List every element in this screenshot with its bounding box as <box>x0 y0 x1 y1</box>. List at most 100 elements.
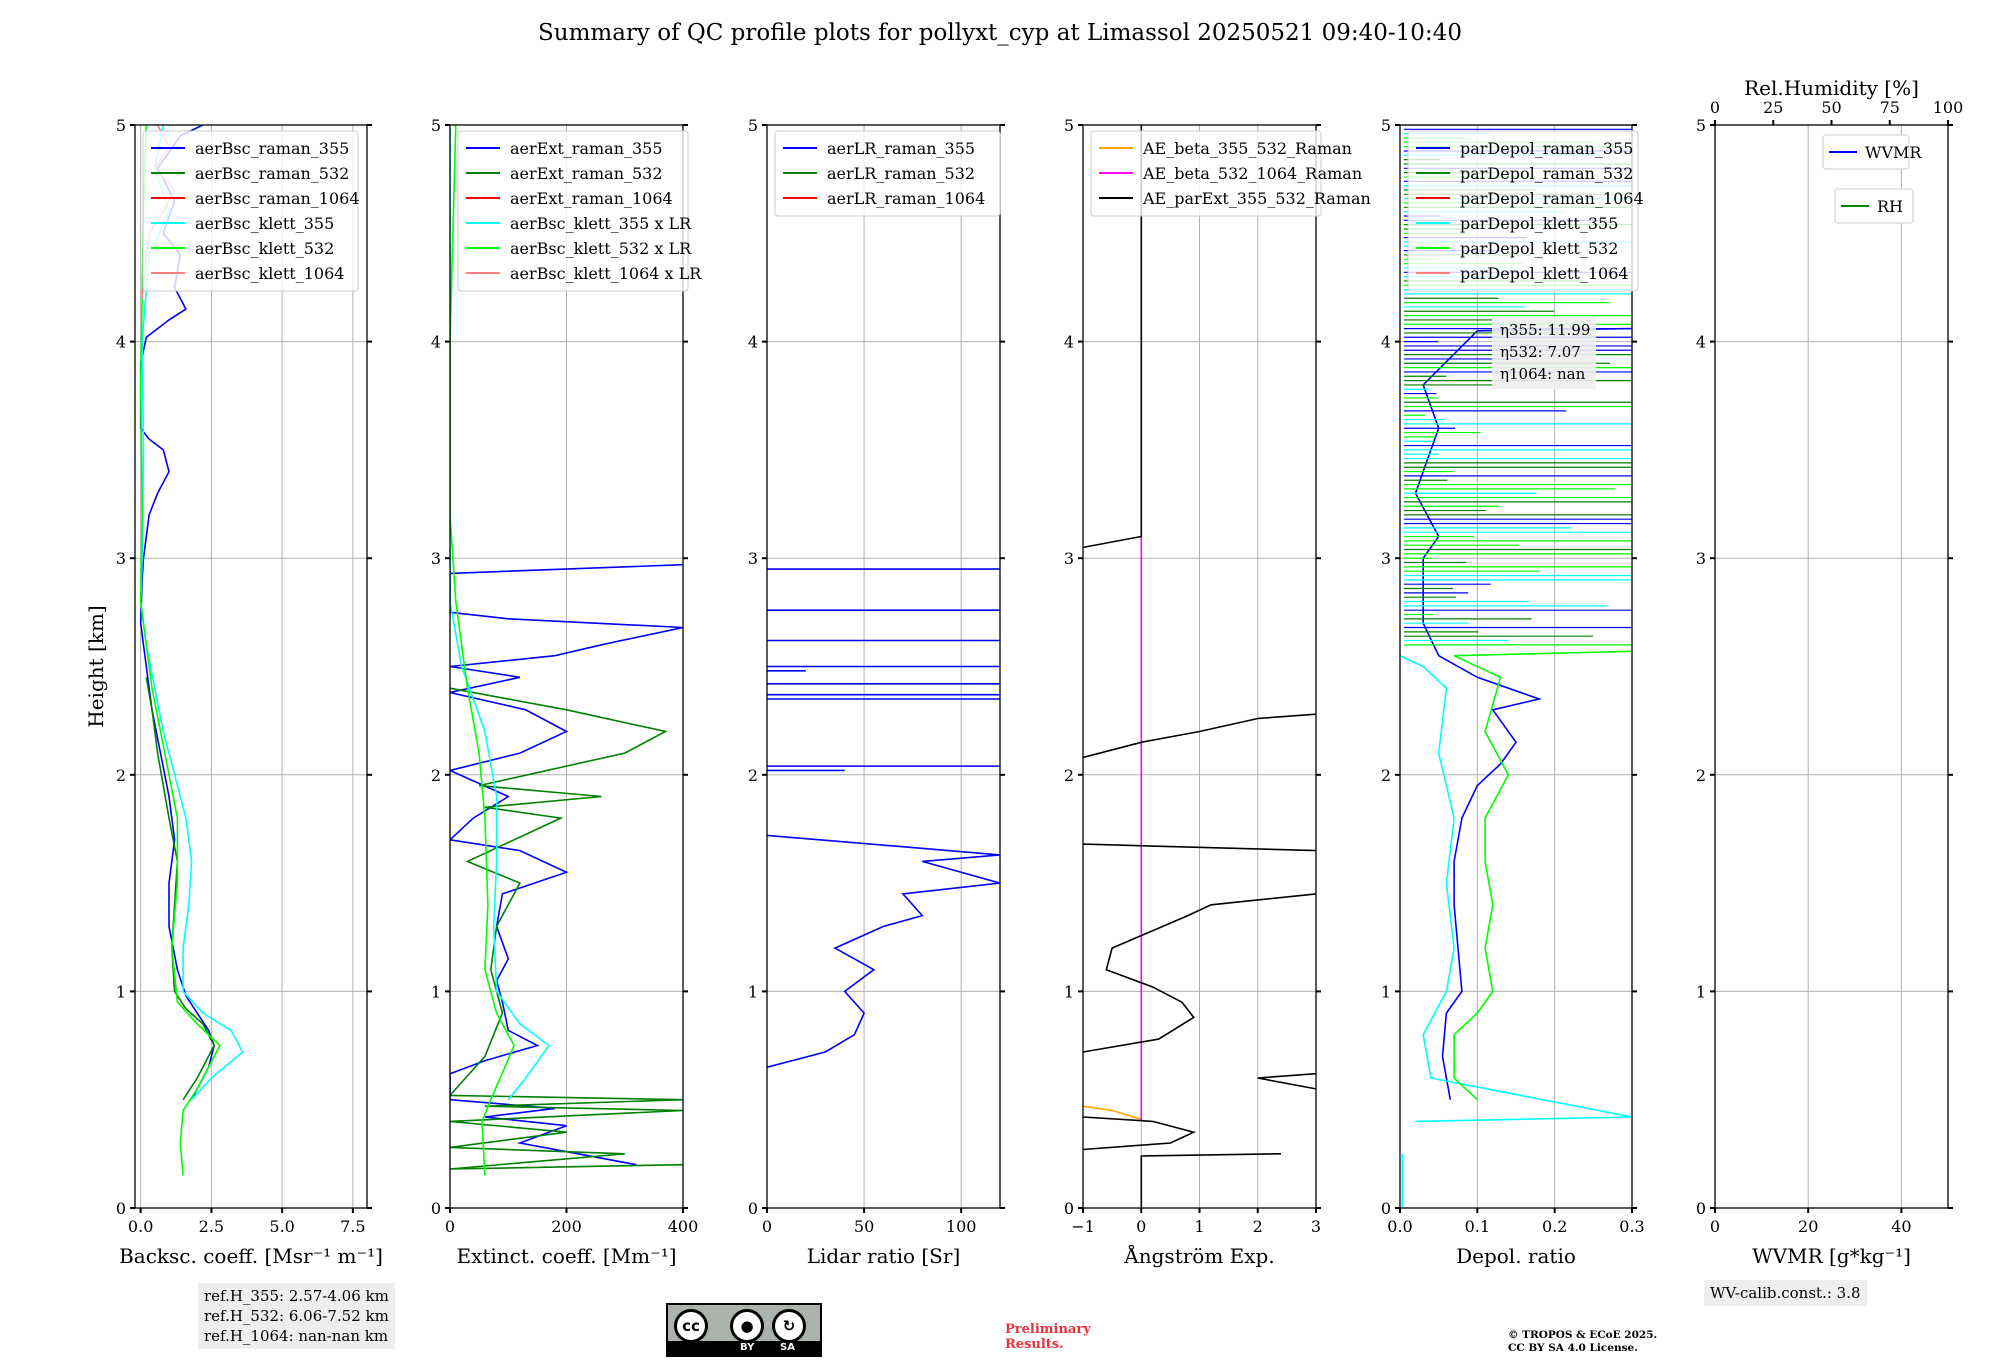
legend-label: parDepol_klett_532 <box>1460 239 1618 258</box>
series-group <box>767 568 1000 1068</box>
cc-icon: cc <box>674 1309 708 1343</box>
y-tick-label: 1 <box>1064 982 1074 1001</box>
legend-label: aerLR_raman_1064 <box>827 189 985 208</box>
legend-label: aerBsc_raman_532 <box>195 164 349 183</box>
x2-tick-label: 100 <box>1933 98 1964 117</box>
x-tick-label: 0 <box>1710 1217 1720 1236</box>
x2-axis-label: Rel.Humidity [%] <box>1744 76 1919 100</box>
legend-label: parDepol_raman_1064 <box>1460 189 1644 208</box>
cc-license-badge[interactable]: cc ● ↻ BY SA <box>666 1303 822 1357</box>
legend-label: parDepol_raman_532 <box>1460 164 1633 183</box>
x-tick-label: 0.3 <box>1619 1217 1644 1236</box>
series-line-AE_parExt_355_532_Raman <box>1083 125 1143 549</box>
x-tick-label: 100 <box>946 1217 977 1236</box>
series-line-AE_parExt_355_532_Raman <box>1083 713 1316 759</box>
legend-label: aerBsc_klett_532 x LR <box>510 239 692 258</box>
x2-tick-label: 50 <box>1821 98 1841 117</box>
x-tick-label: 50 <box>854 1217 874 1236</box>
x-tick-label: 2.5 <box>199 1217 224 1236</box>
x-tick-label: 400 <box>668 1217 699 1236</box>
axes-frame <box>1714 124 1949 1209</box>
y-tick-label: 2 <box>116 766 126 785</box>
legend-box <box>1407 130 1639 292</box>
legend-label: parDepol_klett_1064 <box>1460 264 1629 283</box>
x2-tick-label: 0 <box>1710 98 1720 117</box>
y-tick-label: 3 <box>431 549 441 568</box>
x-tick-label: 20 <box>1798 1217 1818 1236</box>
y-tick-label: 4 <box>1064 333 1074 352</box>
x-tick-label: 3 <box>1311 1217 1321 1236</box>
y-tick-label: 2 <box>1064 766 1074 785</box>
page-title: Summary of QC profile plots for pollyxt_… <box>538 20 1462 46</box>
y-tick-label: 0 <box>1696 1199 1706 1218</box>
y-tick-label: 5 <box>1064 116 1074 135</box>
series-line-aerExt_raman_355 <box>450 563 683 1166</box>
x-tick-label: −1 <box>1071 1217 1095 1236</box>
legend-label: aerBsc_klett_355 x LR <box>510 214 692 233</box>
x-axis-label: WVMR [g*kg⁻¹] <box>1752 1244 1911 1268</box>
copyright-line-2: CC BY SA 4.0 License. <box>1508 1342 1638 1354</box>
preliminary-line-1: Preliminary <box>1005 1322 1091 1337</box>
x-tick-label: 0 <box>1136 1217 1146 1236</box>
x-tick-label: 0.2 <box>1542 1217 1567 1236</box>
x-axis-label: Ångström Exp. <box>1123 1243 1274 1268</box>
plot-panel-depol: 0 1 2 3 4 5 0.0 0.1 0.2 0.3 Depol. ratio parDepol_r… <box>1381 116 1645 1268</box>
series-line-AE_parExt_355_532_Raman <box>1083 843 1316 852</box>
legend-label: aerBsc_raman_355 <box>195 139 349 158</box>
y-tick-label: 5 <box>748 116 758 135</box>
eta-annotation: η355: 11.99 <box>1500 321 1590 339</box>
y-tick-label: 3 <box>1381 549 1391 568</box>
y-tick-label: 2 <box>748 766 758 785</box>
y-tick-label: 3 <box>1064 549 1074 568</box>
x-tick-label: 2 <box>1253 1217 1263 1236</box>
legend-box <box>142 130 359 292</box>
series-line-parDepol_klett_355 <box>1400 654 1632 1123</box>
y-tick-label: 4 <box>748 333 758 352</box>
y-tick-label: 1 <box>748 982 758 1001</box>
legend-label: parDepol_raman_355 <box>1460 139 1633 158</box>
y-tick-label: 2 <box>1381 766 1391 785</box>
ref-height-1064: ref.H_1064: nan-nan km <box>204 1327 389 1345</box>
eta-annotation: η1064: nan <box>1500 365 1586 383</box>
attribution-person-icon: ● <box>730 1309 764 1343</box>
y-tick-label: 5 <box>116 116 126 135</box>
series-line-aerBsc_klett_355 x LR <box>450 125 551 1101</box>
legend-label: aerLR_raman_355 <box>827 139 975 158</box>
legend-label: AE_beta_532_1064_Raman <box>1142 164 1362 183</box>
preliminary-results-note: Preliminary Results. <box>1005 1322 1125 1352</box>
y-tick-label: 1 <box>116 982 126 1001</box>
series-line-parDepol_raman_355 <box>1414 327 1632 1100</box>
y-tick-label: 2 <box>431 766 441 785</box>
y-tick-label: 5 <box>1381 116 1391 135</box>
legend-box <box>774 130 1001 217</box>
x-tick-label: 0.0 <box>1387 1217 1412 1236</box>
x-tick-label: 1 <box>1194 1217 1204 1236</box>
x2-tick-label: 25 <box>1763 98 1783 117</box>
series-line-parDepol_klett_532 <box>1453 650 1632 1101</box>
legend-label: aerExt_raman_532 <box>510 164 663 183</box>
x-tick-label: 0 <box>445 1217 455 1236</box>
series-line-AE_beta_355_532_Raman <box>1083 1105 1142 1120</box>
y-tick-label: 1 <box>1381 982 1391 1001</box>
eta-annotation-box <box>1492 317 1596 389</box>
legend-label: aerExt_raman_355 <box>510 139 663 158</box>
series-line-aerBsc_klett_355 <box>139 125 244 1101</box>
share-alike-icon: ↻ <box>772 1309 806 1343</box>
series-group <box>1083 125 1316 1208</box>
preliminary-line-2: Results. <box>1005 1337 1064 1352</box>
axes-frame <box>766 124 1001 1209</box>
plot-panel-extinction: 0 1 2 3 4 5 0 200 400 Extinct. coeff. [Mm⁻¹] aerEx… <box>431 116 702 1268</box>
y-tick-label: 1 <box>431 982 441 1001</box>
axes-frame <box>1399 124 1633 1209</box>
reference-height-box: ref.H_355: 2.57-4.06 km ref.H_532: 6.06-… <box>198 1283 395 1349</box>
series-line-aerLR_raman_355 <box>767 834 1000 1068</box>
legend-label: RH <box>1877 197 1903 216</box>
y-tick-label: 3 <box>1696 549 1706 568</box>
y-tick-label: 4 <box>1381 333 1391 352</box>
series-line-AE_parExt_355_532_Raman <box>1257 1072 1316 1090</box>
series-line-aerBsc_raman_532 <box>145 677 216 1101</box>
legend-box <box>457 130 689 292</box>
